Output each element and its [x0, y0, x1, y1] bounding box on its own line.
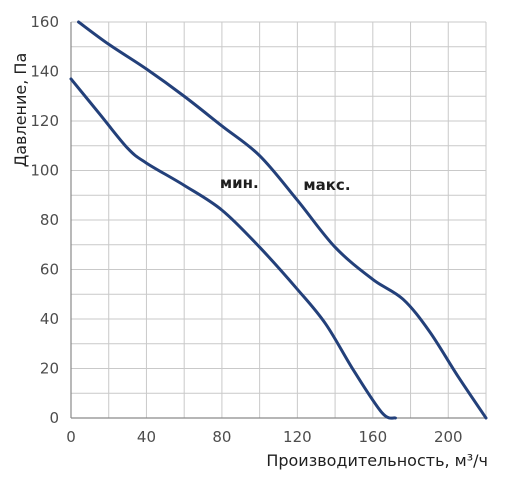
y-tick-label: 40 [40, 310, 59, 328]
y-tick-label: 80 [40, 211, 59, 229]
series-labels: макс. мин. [220, 174, 351, 194]
x-axis-title: Производительность, м³/ч [266, 451, 488, 470]
series-line-min [69, 77, 397, 420]
series-label-max: макс. [303, 176, 350, 194]
y-axis-title: Давление, Па [11, 53, 30, 168]
y-tick-label: 140 [30, 63, 59, 81]
y-tick-label: 120 [30, 112, 59, 130]
tick-labels: 0 40 80 120 160 200 0 20 40 60 80 100 120 140 160 [30, 13, 462, 446]
y-tick-label: 0 [49, 409, 59, 427]
x-tick-label: 160 [358, 428, 387, 446]
x-tick-label: 80 [212, 428, 231, 446]
grid [70, 21, 487, 419]
x-tick-label: 200 [434, 428, 463, 446]
y-tick-label: 160 [30, 13, 59, 31]
x-tick-label: 120 [283, 428, 312, 446]
y-tick-label: 100 [30, 162, 59, 180]
y-tick-label: 60 [40, 261, 59, 279]
axes [70, 22, 486, 419]
x-tick-label: 0 [66, 428, 76, 446]
series-label-min: мин. [220, 174, 259, 192]
x-tick-label: 40 [137, 428, 156, 446]
series-line-max [77, 20, 488, 420]
series-lines [69, 20, 488, 420]
y-tick-label: 20 [40, 360, 59, 378]
